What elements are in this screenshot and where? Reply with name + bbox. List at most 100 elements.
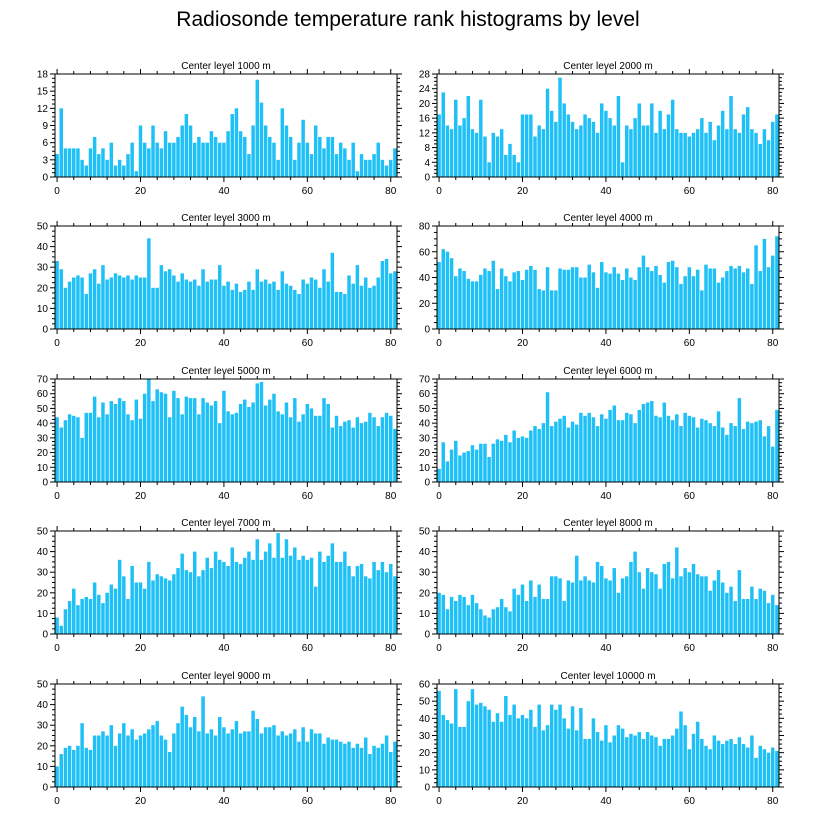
histogram-bar [758,420,762,482]
histogram-bar [595,426,600,482]
histogram-bar [393,429,397,482]
y-tick-label: 8 [424,143,430,154]
histogram-bar [487,456,491,482]
histogram-bar [222,561,226,634]
histogram-bar [725,434,729,482]
histogram-bar [479,443,483,482]
x-tick-label: 60 [302,186,314,197]
histogram-bar [629,561,633,634]
histogram-bar [474,132,479,177]
histogram-bar [587,118,591,177]
histogram-bar [745,598,750,634]
y-tick-label: 40 [419,419,431,430]
histogram-bar [222,390,226,482]
histogram-bar [243,731,247,787]
histogram-bar [574,555,579,634]
y-tick-label: 80 [419,222,431,233]
histogram-bar [687,136,692,177]
x-tick-label: 0 [54,186,60,197]
histogram-bar [330,739,335,787]
histogram-bar [88,598,93,634]
histogram-bar [516,594,521,634]
histogram-bar [297,741,301,787]
histogram-bar [716,282,721,329]
histogram-bar [105,735,109,787]
histogram-bar [766,603,771,634]
histogram-bar [97,283,101,329]
histogram-bar [549,110,554,177]
panel-title: Center level 9000 m [181,671,271,682]
histogram-bar [504,607,508,634]
histogram-bar [180,553,184,634]
histogram-bar [384,572,389,634]
histogram-bar [184,570,189,634]
histogram-bar [234,561,239,634]
histogram-bar [570,706,575,787]
y-tick-label: 20 [419,588,431,599]
y-tick-label: 70 [37,375,49,386]
histogram-bar [712,735,717,787]
histogram-bar [604,725,608,787]
histogram-bar [449,449,454,482]
histogram-bar [570,421,575,482]
x-tick-label: 80 [385,491,397,502]
histogram-bar [205,557,209,634]
histogram-bar [720,744,725,787]
histogram-bar [691,276,696,329]
histogram-bar [720,427,725,482]
histogram-bar [109,584,114,634]
histogram-bar [754,598,758,634]
histogram-bar [109,725,114,787]
histogram-bar [122,401,126,482]
histogram-bar [529,114,533,177]
histogram-bar [359,563,364,634]
histogram-bar [84,293,89,329]
histogram-bar [393,148,397,177]
histogram-bar [708,590,712,634]
y-tick-label: 0 [42,630,48,641]
histogram-bar [326,136,330,177]
y-tick-label: 0 [42,783,48,794]
histogram-bar [105,414,109,482]
histogram-bar [72,749,76,787]
histogram-bar [359,747,364,787]
histogram-bar [272,142,276,177]
histogram-bar [558,704,562,787]
histogram-bar [259,559,264,634]
histogram-bar [637,572,642,634]
histogram-bar [574,267,579,329]
histogram-bar [180,414,184,482]
histogram-bar [163,739,168,787]
histogram-bar [616,725,621,787]
histogram-bar [654,574,658,634]
histogram-bar [725,271,729,329]
histogram-bar [384,165,389,177]
histogram-bar [725,129,729,177]
histogram-bar [76,275,80,329]
histogram-bar [745,747,750,787]
y-tick-label: 10 [419,463,431,474]
histogram-bar [650,401,654,482]
y-tick-label: 0 [424,630,430,641]
histogram-bar [600,103,604,177]
histogram-panel: Center level 1000 m 0 20 40 60 80 0 3 6 9 12 15 18 [37,61,402,197]
histogram-bar [330,252,335,329]
histogram-bar [180,706,184,787]
histogram-bar [142,393,147,482]
x-tick-label: 40 [218,338,230,349]
histogram-bar [263,279,268,329]
x-tick-label: 40 [218,186,230,197]
x-tick-label: 0 [54,338,60,349]
histogram-bar [766,426,771,482]
y-tick-label: 50 [37,404,49,415]
histogram-bar [491,609,496,634]
histogram-bar [775,750,779,787]
histogram-bar [712,426,717,482]
histogram-bar [679,576,683,634]
histogram-bar [305,559,310,634]
histogram-bar [683,132,687,177]
histogram-bar [67,414,72,482]
histogram-bar [255,269,260,329]
histogram-bar [658,110,662,177]
histogram-bar [758,271,762,329]
